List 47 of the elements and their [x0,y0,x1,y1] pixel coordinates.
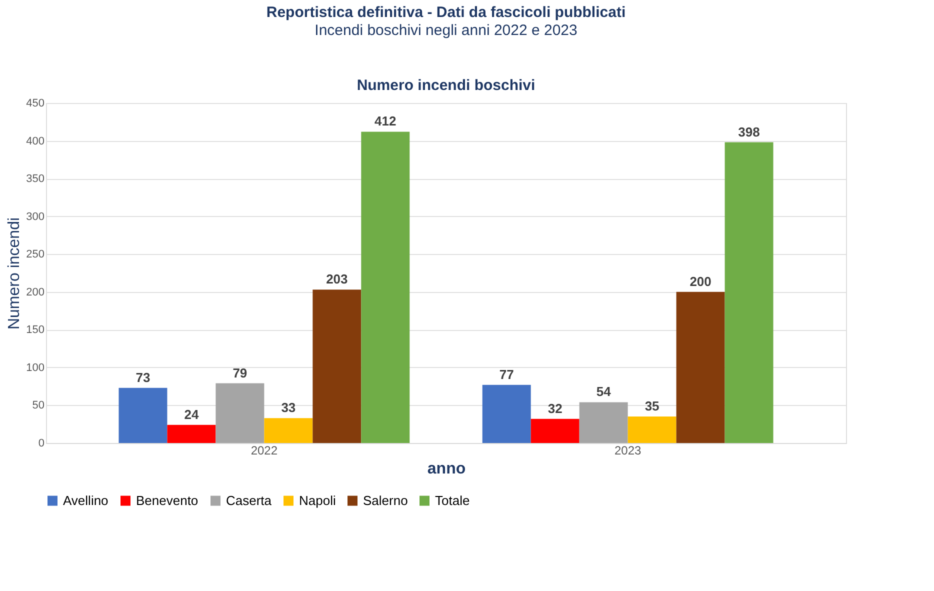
data-label: 35 [644,398,660,414]
data-label: 32 [548,400,562,416]
y-tick-label: 300 [26,210,44,223]
bar [361,132,410,443]
bar [167,424,216,443]
y-tick-label: 350 [26,173,44,186]
bar [264,418,313,443]
bar [724,142,774,443]
legend-label: Benevento [136,492,198,508]
legend-label: Avellino [63,492,108,508]
y-tick-label: 400 [26,135,44,148]
y-tick-label: 200 [26,286,44,298]
data-label: 54 [596,384,612,400]
data-label: 203 [326,272,348,287]
data-label: 24 [184,406,200,422]
legend-label: Napoli [299,492,336,508]
bar [216,383,264,443]
bar [118,388,168,443]
legend-label: Totale [435,492,470,508]
bar [530,418,580,443]
data-label: 412 [374,114,396,129]
bar [579,402,628,443]
y-tick-label: 250 [26,248,44,261]
y-tick-label: 0 [38,438,44,450]
legend-label: Caserta [226,492,272,508]
y-tick-label: 50 [32,400,44,412]
chart-title: Reportistica definitiva - Dati da fascicoli pubblicati [266,4,626,21]
bar [312,290,362,443]
data-label: 33 [281,400,296,416]
y-tick-label: 450 [26,98,44,110]
bar [628,416,676,443]
text: Numero incendi boschivi [356,77,536,94]
bar [482,384,531,443]
x-tick-label: 2022 [250,444,278,458]
y-tick-label: 150 [26,324,44,336]
data-label: 73 [136,370,150,385]
data-label: 79 [232,365,248,380]
x-axis-title: anno [427,460,466,478]
bar [676,292,725,443]
y-axis-title: Numero incendi [6,217,24,330]
data-label: 77 [499,366,514,382]
data-label: 200 [690,274,712,289]
data-label: 398 [738,124,760,140]
legend-label: Salerno [363,492,408,508]
y-tick-label: 100 [26,362,44,374]
x-tick-label: 2023 [614,444,642,458]
chart-subtitle: Incendi boschivi negli anni 2022 e 2023 [314,22,578,39]
